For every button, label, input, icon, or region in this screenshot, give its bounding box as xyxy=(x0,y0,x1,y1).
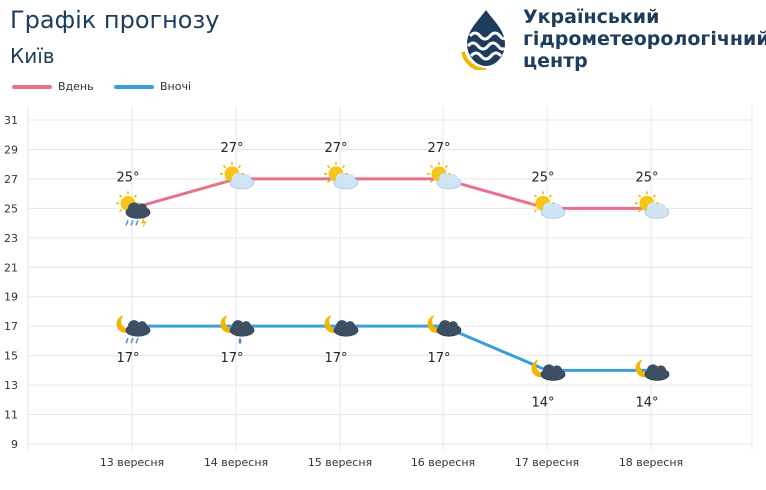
page-title: Графік прогнозу xyxy=(10,6,220,34)
sun-cloud-icon xyxy=(324,161,359,190)
day-value-label: 25° xyxy=(635,170,658,185)
sun-cloud-rain-storm-icon xyxy=(116,191,151,229)
moon-cloud-icon xyxy=(635,359,670,381)
org-name: Український гідрометеорологічний центр xyxy=(523,6,766,72)
day-value-label: 27° xyxy=(427,141,450,156)
y-tick-label: 13 xyxy=(4,379,18,392)
moon-cloud-drop-icon xyxy=(220,315,255,345)
night-value-label: 17° xyxy=(427,351,450,366)
sun-cloud-icon xyxy=(635,191,670,219)
ukrhydromet-logo-icon xyxy=(461,10,507,70)
y-tick-label: 11 xyxy=(4,409,18,422)
org-name-line-3: центр xyxy=(523,50,588,72)
sun-cloud-icon xyxy=(220,161,255,190)
y-tick-label: 25 xyxy=(4,202,18,215)
night-value-label: 14° xyxy=(635,395,658,410)
y-tick-label: 23 xyxy=(4,232,18,245)
day-value-label: 27° xyxy=(324,141,347,156)
y-tick-label: 27 xyxy=(4,173,18,186)
y-tick-label: 29 xyxy=(4,143,18,156)
sun-cloud-icon xyxy=(531,191,566,219)
legend-item-night[interactable]: Вночі xyxy=(114,80,191,93)
city-name: Київ xyxy=(10,44,55,68)
day-value-label: 25° xyxy=(531,170,554,185)
night-value-label: 17° xyxy=(220,351,243,366)
x-tick-label: 17 вересня xyxy=(515,456,579,469)
legend-swatch-night xyxy=(114,85,154,89)
night-value-label: 17° xyxy=(324,351,347,366)
legend-label-night: Вночі xyxy=(160,80,192,93)
moon-cloud-rain-icon xyxy=(116,315,151,344)
x-tick-label: 13 вересня xyxy=(100,456,164,469)
y-tick-label: 15 xyxy=(4,350,18,363)
x-tick-label: 14 вересня xyxy=(204,456,268,469)
sun-cloud-icon xyxy=(427,161,462,190)
night-value-label: 14° xyxy=(531,395,554,410)
night-value-label: 17° xyxy=(116,351,139,366)
x-tick-label: 15 вересня xyxy=(308,456,372,469)
y-tick-label: 9 xyxy=(11,438,18,451)
day-series-line xyxy=(131,177,651,210)
moon-cloud-icon xyxy=(324,315,359,337)
legend-item-day[interactable]: Вдень xyxy=(12,80,94,93)
night-series-line xyxy=(132,324,651,372)
legend-swatch-day xyxy=(12,85,52,89)
y-tick-label: 19 xyxy=(4,291,18,304)
x-tick-label: 18 вересня xyxy=(619,456,683,469)
org-name-line-1: Український xyxy=(523,6,660,28)
moon-cloud-icon xyxy=(531,359,566,381)
day-value-label: 27° xyxy=(220,141,243,156)
y-tick-label: 31 xyxy=(4,114,18,127)
org-name-line-2: гідрометеорологічний xyxy=(523,28,766,50)
y-tick-label: 21 xyxy=(4,261,18,274)
legend-label-day: Вдень xyxy=(58,80,94,93)
moon-cloud-icon xyxy=(427,315,462,337)
x-tick-label: 16 вересня xyxy=(411,456,475,469)
day-value-label: 25° xyxy=(116,170,139,185)
y-tick-label: 17 xyxy=(4,320,18,333)
